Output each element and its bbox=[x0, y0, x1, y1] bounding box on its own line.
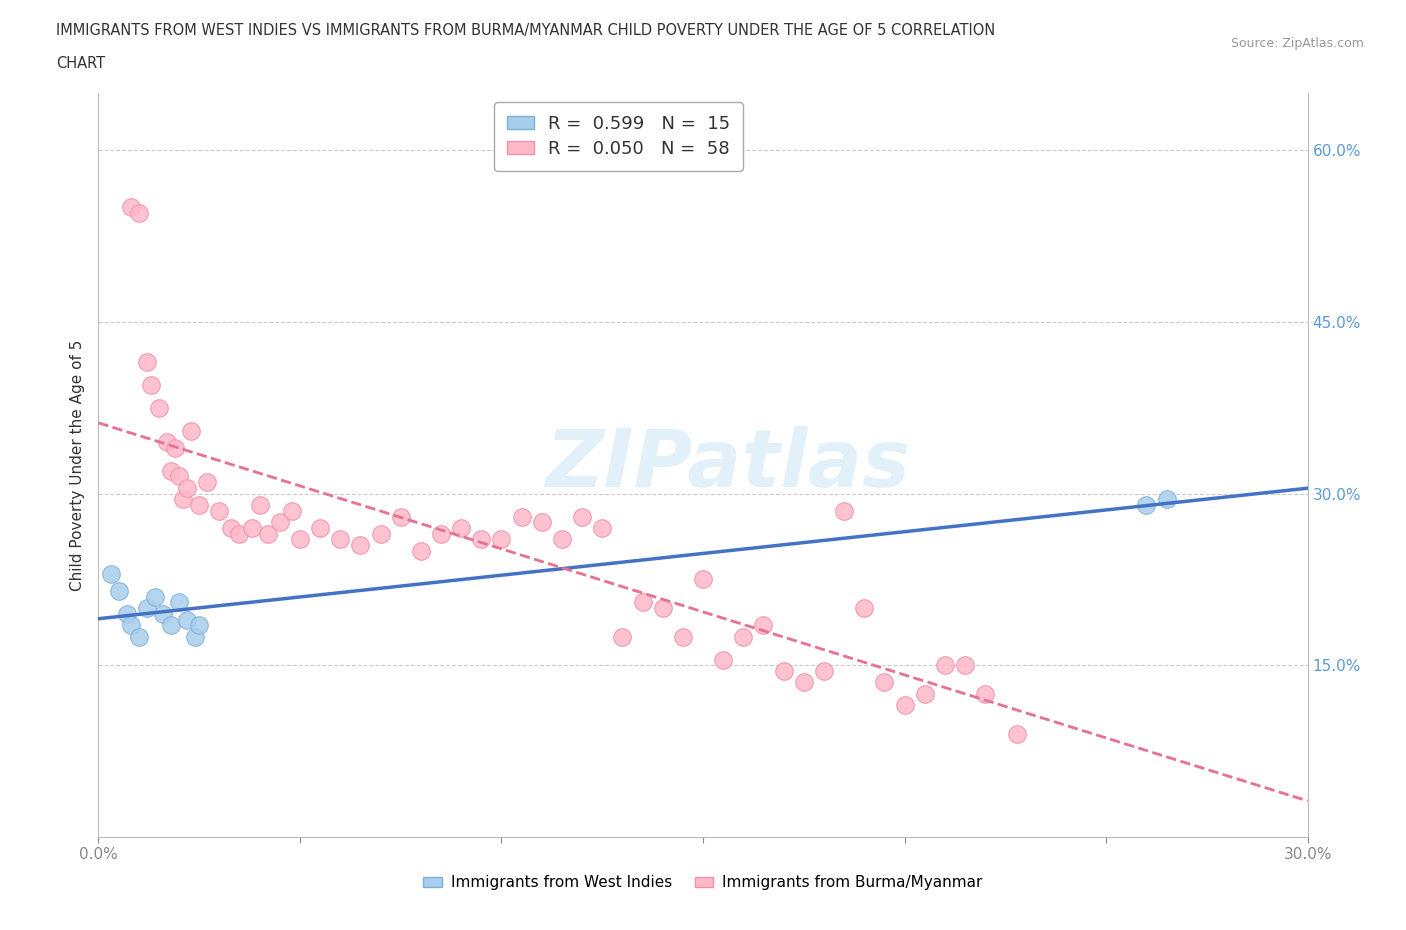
Point bbox=[953, 658, 976, 672]
Point bbox=[1156, 492, 1178, 507]
Point bbox=[530, 515, 553, 530]
Point bbox=[228, 526, 250, 541]
Point bbox=[409, 543, 432, 558]
Point bbox=[1135, 498, 1157, 512]
Point bbox=[752, 618, 775, 632]
Point bbox=[450, 521, 472, 536]
Point bbox=[107, 583, 129, 598]
Point bbox=[208, 503, 231, 518]
Point bbox=[143, 590, 166, 604]
Point bbox=[612, 630, 634, 644]
Point bbox=[176, 612, 198, 627]
Point bbox=[281, 503, 304, 518]
Point bbox=[692, 572, 714, 587]
Point bbox=[349, 538, 371, 552]
Point bbox=[389, 509, 412, 524]
Point bbox=[551, 532, 574, 547]
Point bbox=[195, 474, 218, 489]
Point bbox=[176, 481, 198, 496]
Point bbox=[934, 658, 956, 672]
Point bbox=[249, 498, 271, 512]
Point bbox=[139, 378, 162, 392]
Point bbox=[240, 521, 263, 536]
Point bbox=[180, 423, 202, 438]
Point bbox=[832, 503, 855, 518]
Point bbox=[309, 521, 332, 536]
Point bbox=[115, 606, 138, 621]
Point bbox=[974, 686, 997, 701]
Point bbox=[167, 469, 190, 484]
Point bbox=[914, 686, 936, 701]
Point bbox=[188, 498, 211, 512]
Point bbox=[160, 618, 183, 632]
Point bbox=[893, 698, 915, 712]
Point bbox=[329, 532, 352, 547]
Point bbox=[491, 532, 513, 547]
Point bbox=[813, 664, 835, 679]
Point bbox=[873, 675, 896, 690]
Point bbox=[148, 400, 170, 415]
Text: CHART: CHART bbox=[56, 56, 105, 71]
Point bbox=[120, 618, 142, 632]
Point bbox=[1007, 726, 1029, 741]
Point bbox=[128, 206, 150, 220]
Point bbox=[793, 675, 815, 690]
Text: IMMIGRANTS FROM WEST INDIES VS IMMIGRANTS FROM BURMA/MYANMAR CHILD POVERTY UNDER: IMMIGRANTS FROM WEST INDIES VS IMMIGRANT… bbox=[56, 23, 995, 38]
Point bbox=[711, 652, 734, 667]
Text: ZIPatlas: ZIPatlas bbox=[544, 426, 910, 504]
Point bbox=[167, 595, 190, 610]
Point bbox=[135, 354, 157, 369]
Point bbox=[571, 509, 593, 524]
Point bbox=[135, 601, 157, 616]
Point bbox=[510, 509, 533, 524]
Legend: Immigrants from West Indies, Immigrants from Burma/Myanmar: Immigrants from West Indies, Immigrants … bbox=[418, 870, 988, 897]
Point bbox=[160, 463, 183, 478]
Y-axis label: Child Poverty Under the Age of 5: Child Poverty Under the Age of 5 bbox=[69, 339, 84, 591]
Point bbox=[430, 526, 453, 541]
Point bbox=[733, 630, 755, 644]
Point bbox=[651, 601, 673, 616]
Point bbox=[591, 521, 613, 536]
Point bbox=[172, 492, 194, 507]
Point bbox=[221, 521, 243, 536]
Point bbox=[672, 630, 695, 644]
Point bbox=[772, 664, 794, 679]
Point bbox=[256, 526, 278, 541]
Text: Source: ZipAtlas.com: Source: ZipAtlas.com bbox=[1230, 37, 1364, 50]
Point bbox=[100, 566, 122, 581]
Point bbox=[188, 618, 211, 632]
Point bbox=[120, 200, 142, 215]
Point bbox=[288, 532, 311, 547]
Point bbox=[470, 532, 492, 547]
Point bbox=[152, 606, 174, 621]
Point bbox=[128, 630, 150, 644]
Point bbox=[184, 630, 207, 644]
Point bbox=[631, 595, 654, 610]
Point bbox=[163, 441, 186, 456]
Point bbox=[269, 515, 291, 530]
Point bbox=[853, 601, 876, 616]
Point bbox=[370, 526, 392, 541]
Point bbox=[156, 434, 179, 449]
